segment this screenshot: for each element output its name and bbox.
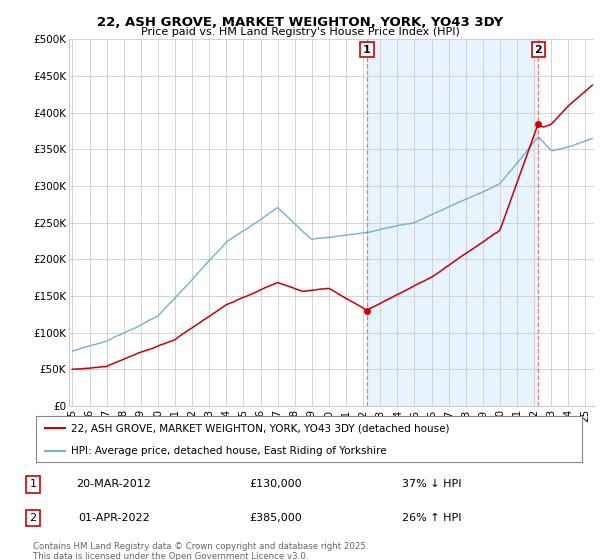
Text: 20-MAR-2012: 20-MAR-2012 [77, 479, 151, 489]
Text: 37% ↓ HPI: 37% ↓ HPI [402, 479, 462, 489]
Text: 01-APR-2022: 01-APR-2022 [78, 513, 150, 523]
Text: HPI: Average price, detached house, East Riding of Yorkshire: HPI: Average price, detached house, East… [71, 446, 387, 455]
Text: 2: 2 [29, 513, 37, 523]
Text: 1: 1 [363, 45, 371, 55]
Text: 22, ASH GROVE, MARKET WEIGHTON, YORK, YO43 3DY (detached house): 22, ASH GROVE, MARKET WEIGHTON, YORK, YO… [71, 423, 450, 433]
Text: 26% ↑ HPI: 26% ↑ HPI [402, 513, 462, 523]
Text: Contains HM Land Registry data © Crown copyright and database right 2025.
This d: Contains HM Land Registry data © Crown c… [33, 542, 368, 560]
Text: £130,000: £130,000 [250, 479, 302, 489]
Text: 1: 1 [29, 479, 37, 489]
Text: £385,000: £385,000 [250, 513, 302, 523]
Text: Price paid vs. HM Land Registry's House Price Index (HPI): Price paid vs. HM Land Registry's House … [140, 27, 460, 37]
Bar [367, 39, 538, 406]
Text: 2: 2 [535, 45, 542, 55]
Text: 22, ASH GROVE, MARKET WEIGHTON, YORK, YO43 3DY: 22, ASH GROVE, MARKET WEIGHTON, YORK, YO… [97, 16, 503, 29]
